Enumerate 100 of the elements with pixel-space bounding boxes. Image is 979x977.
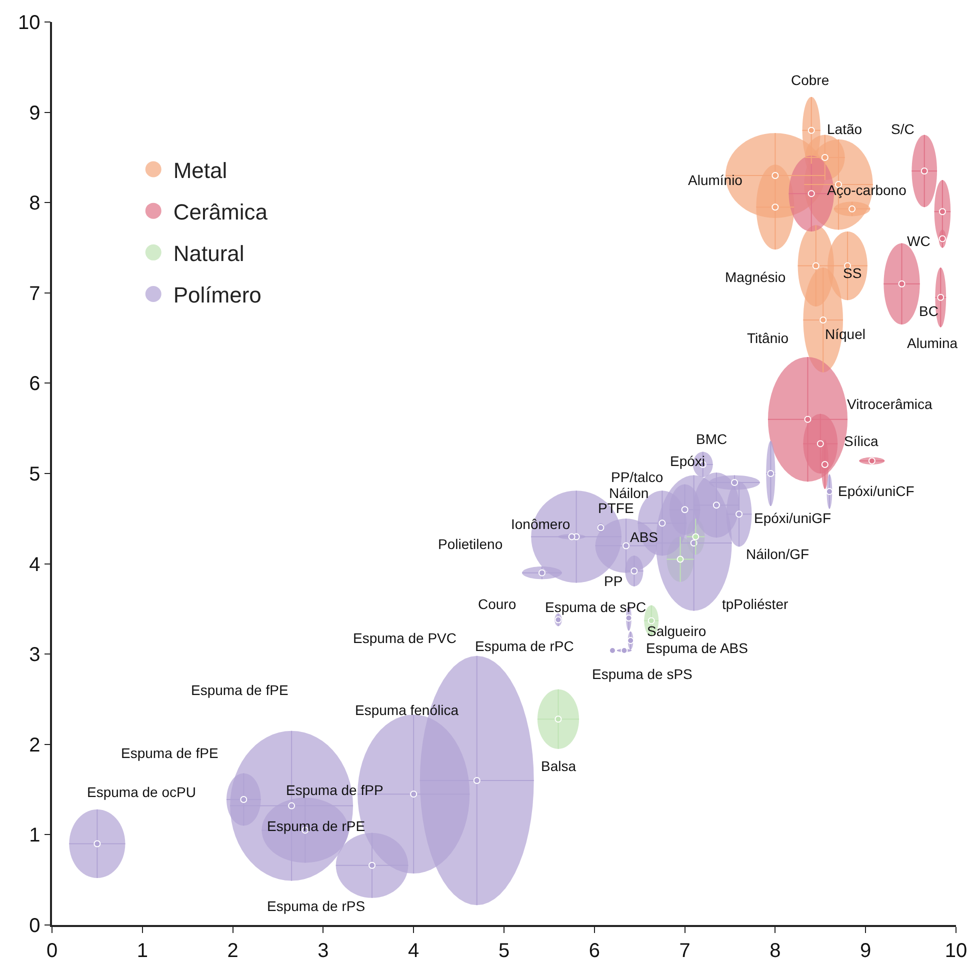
annotation: Sílica	[844, 433, 878, 449]
annotation: Epóxi/uniGF	[754, 510, 832, 526]
annotation: tpPoliéster	[722, 596, 788, 612]
x-tick-label: 9	[860, 940, 872, 962]
point	[938, 208, 946, 216]
annotation: Espuma de rPC	[475, 638, 574, 654]
point	[808, 190, 815, 198]
y-tick-label: 6	[29, 373, 40, 396]
point	[821, 460, 828, 468]
annotation: Vitrocerâmica	[847, 396, 933, 412]
annotation: WC	[907, 233, 930, 249]
annotation: Cobre	[791, 72, 830, 88]
annotation: Salgueiro	[647, 623, 706, 639]
x-tick-label: 2	[227, 940, 238, 962]
point	[554, 716, 562, 723]
annotation: Epóxi	[670, 453, 706, 469]
annotation: PP	[604, 573, 623, 589]
point	[622, 542, 630, 550]
annotation: Espuma de ABS	[646, 640, 748, 656]
y-tick-label: 5	[29, 464, 40, 486]
x-tick-label: 10	[944, 940, 968, 962]
point	[568, 533, 576, 540]
x-tick-label: 7	[679, 940, 690, 962]
point	[868, 457, 876, 464]
legend-label: Metal	[173, 158, 228, 183]
x-tick-label: 6	[588, 940, 600, 962]
point	[658, 520, 666, 527]
annotation: PP/talco	[611, 469, 664, 485]
point	[804, 416, 812, 423]
legend-label: Polímero	[173, 282, 262, 308]
point	[920, 168, 928, 174]
y-tick-label: 1	[29, 824, 40, 847]
annotation: Espuma fenólica	[355, 702, 459, 718]
y-tick-label: 3	[29, 644, 40, 666]
annotation: BC	[919, 303, 938, 319]
point	[816, 440, 824, 448]
point	[625, 614, 632, 622]
annotation: Espuma de fPE	[191, 682, 288, 698]
point	[898, 280, 906, 288]
annotation: Balsa	[541, 758, 576, 774]
annotation: BMC	[696, 431, 728, 447]
annotation: PTFE	[598, 500, 634, 516]
annotation: Náilon	[609, 485, 649, 501]
point	[288, 802, 296, 810]
annotation: Couro	[478, 596, 516, 612]
point	[731, 479, 738, 486]
point	[681, 506, 688, 514]
point	[772, 204, 779, 211]
annotation: Espuma de rPS	[267, 898, 366, 914]
y-tick-label: 7	[29, 282, 40, 305]
annotation: Aço-carbono	[827, 182, 907, 198]
point	[772, 172, 779, 180]
y-tick-label: 10	[18, 12, 40, 34]
point	[410, 790, 418, 798]
annotation: Espuma de ocPU	[87, 784, 196, 800]
point	[94, 840, 101, 848]
point	[826, 488, 833, 496]
annotation: Náilon/GF	[746, 546, 810, 562]
annotation: Latão	[827, 121, 862, 137]
annotation: Alumina	[907, 335, 958, 351]
x-tick-label: 3	[318, 940, 329, 962]
annotation: ABS	[630, 529, 658, 545]
y-tick-label: 9	[29, 102, 40, 124]
annotation: Epóxi/uniCF	[838, 483, 914, 499]
annotation: S/C	[891, 121, 914, 137]
annotation: Espuma de sPS	[592, 666, 692, 682]
annotation: Magnésio	[725, 269, 786, 285]
y-tick-label: 4	[29, 554, 40, 576]
x-tick-label: 0	[46, 940, 58, 962]
annotation: Ionômero	[511, 516, 570, 532]
annotation: SS	[843, 265, 862, 281]
point	[676, 556, 684, 563]
annotation: Espuma de PVC	[353, 630, 456, 646]
point	[937, 294, 944, 301]
x-tick-label: 1	[136, 940, 148, 962]
legend-label: Natural	[173, 241, 244, 266]
x-tick-label: 8	[770, 940, 781, 962]
point	[812, 262, 820, 270]
annotation: Alumínio	[688, 172, 743, 188]
annotation: Espuma de rPE	[267, 818, 366, 834]
point	[808, 126, 815, 134]
x-tick-label: 5	[498, 940, 510, 962]
x-tick-label: 4	[408, 940, 420, 962]
y-tick-label: 8	[29, 192, 40, 215]
annotation: Espuma de sPC	[545, 599, 646, 615]
annotation: Níquel	[825, 326, 866, 342]
point	[736, 510, 743, 518]
y-tick-label: 2	[29, 734, 40, 756]
point	[767, 470, 774, 477]
point	[820, 316, 827, 324]
annotation: Polietileno	[438, 536, 503, 552]
y-tick-label: 0	[29, 915, 40, 937]
annotation: Espuma de fPE	[121, 745, 218, 761]
point	[821, 154, 828, 161]
annotation: Titânio	[747, 330, 789, 346]
point	[712, 502, 720, 509]
point	[240, 796, 248, 803]
legend-label: Cerâmica	[173, 199, 268, 224]
annotation: Espuma de fPP	[286, 782, 384, 798]
point	[473, 777, 480, 784]
